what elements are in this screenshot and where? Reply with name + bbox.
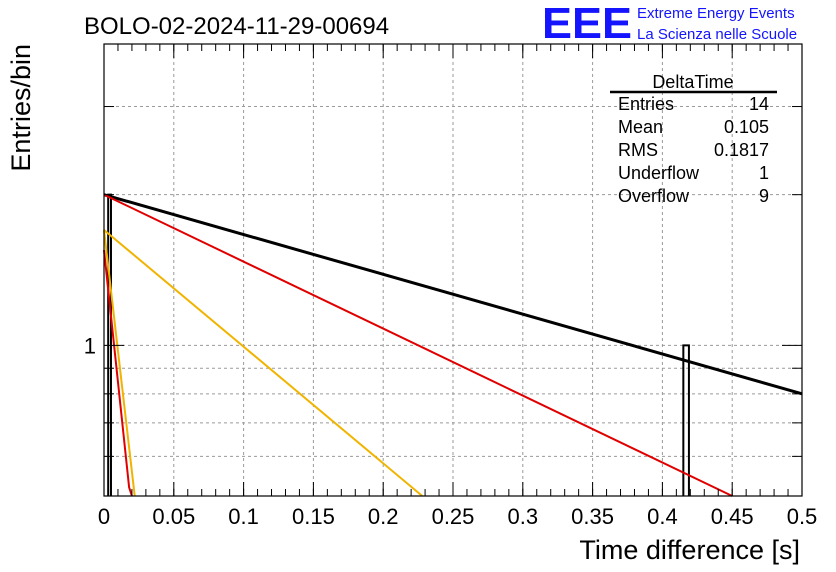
histogram-bin	[682, 344, 690, 496]
stats-value: 14	[749, 94, 769, 114]
brand-line-2: La Scienza nelle Scuole	[637, 26, 797, 43]
x-axis-label: Time difference [s]	[579, 535, 800, 565]
chart-title: BOLO-02-2024-11-29-00694	[84, 13, 389, 40]
x-tick-label: 0	[98, 504, 110, 529]
x-tick-label: 0.4	[647, 504, 678, 529]
stats-value: 0.105	[724, 117, 769, 137]
stats-box: DeltaTime Entries 14 Mean 0.105 RMS 0.1817 Und…	[610, 72, 777, 206]
brand-line-1: Extreme Energy Events	[637, 5, 795, 22]
stats-value: 9	[759, 186, 769, 206]
y-tick-label: 1	[84, 333, 96, 358]
axis-ticks	[103, 43, 803, 496]
fit-curve	[103, 193, 733, 497]
fit-curve	[103, 229, 423, 497]
x-tick-label: 0.1	[228, 504, 259, 529]
stats-rows: Entries 14 Mean 0.105 RMS 0.1817 Underflow 1 Ove…	[618, 94, 769, 206]
stats-label: Underflow	[618, 163, 700, 183]
x-tick-label: 0.25	[432, 504, 475, 529]
x-tick-label: 0.3	[508, 504, 539, 529]
stats-label: RMS	[618, 140, 658, 160]
x-tick-label: 0.05	[152, 504, 195, 529]
y-axis-label: Entries/bin	[6, 44, 36, 172]
stats-label: Overflow	[618, 186, 690, 206]
grid	[104, 44, 802, 496]
x-tick-label: 0.5	[787, 504, 818, 529]
x-tick-labels: 0 0.05 0.1 0.15 0.2 0.25 0.3 0.35 0.4 0.45 0.5	[98, 504, 817, 529]
x-tick-label: 0.15	[292, 504, 335, 529]
fit-curve	[103, 229, 136, 497]
x-tick-label: 0.2	[368, 504, 399, 529]
stats-label: Mean	[618, 117, 663, 137]
x-tick-label: 0.35	[571, 504, 614, 529]
stats-value: 0.1817	[714, 140, 769, 160]
stats-title: DeltaTime	[652, 72, 733, 92]
fit-curve	[103, 193, 803, 396]
x-tick-label: 0.45	[711, 504, 754, 529]
fit-curve	[103, 249, 133, 497]
eee-logo-text: EEE	[542, 0, 632, 48]
stats-value: 1	[759, 163, 769, 183]
y-tick-labels: 1	[84, 333, 96, 358]
stats-label: Entries	[618, 94, 674, 114]
fit-curves	[103, 193, 803, 497]
eee-logo: EEE Extreme Energy Events La Scienza nel…	[542, 0, 797, 48]
